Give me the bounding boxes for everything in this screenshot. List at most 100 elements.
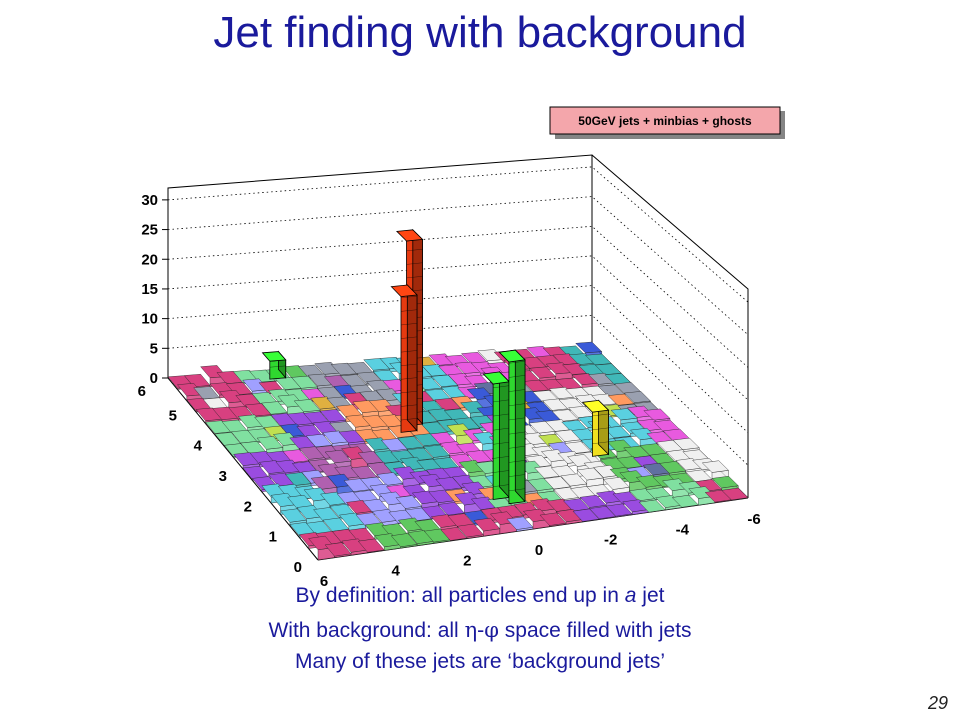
jet-yellow-band [592, 441, 609, 444]
jet-green-2-band [493, 427, 510, 431]
eta-tick-label: 0 [535, 542, 543, 559]
caption-line-2-pre: With background: all [268, 619, 465, 642]
caption-line-1: By definition: all particles end up in a… [0, 584, 960, 608]
jet-red-2-band [400, 336, 417, 339]
jet-red-2 [390, 284, 418, 433]
jet-red-2-band [400, 350, 417, 353]
z-tick-label: 10 [141, 311, 158, 328]
jet-green-2 [482, 370, 511, 500]
legend-box: 50GeV jets + minbias + ghosts [549, 106, 785, 139]
caption-line-1-em: a [624, 584, 637, 607]
jet-red-2-top [390, 284, 418, 298]
jet-yellow [581, 399, 610, 457]
jet-yellow-band [592, 427, 609, 431]
grid-line-z-10 [167, 285, 749, 433]
legend-label: 50GeV jets + minbias + ghosts [578, 114, 752, 128]
jet-green-1-band [508, 474, 526, 477]
phi-tick-label: 6 [138, 383, 146, 400]
jet-yellow-band [592, 413, 609, 417]
jet-red-2-band [400, 363, 417, 366]
back-wall-edge [167, 154, 593, 378]
jet-yellow-top [581, 399, 610, 413]
jet-red-2-band [400, 295, 417, 299]
jet-green-2-band [493, 399, 510, 403]
jet-red-2-band [400, 418, 417, 421]
jet-red-2-band [400, 309, 417, 312]
floor-cell [672, 437, 700, 450]
plot-floor [167, 341, 749, 561]
jet-red-2-band [400, 377, 417, 380]
eta-tick-label: -2 [604, 532, 617, 549]
z-tick-label: 30 [141, 192, 158, 209]
z-tick-label: 25 [141, 222, 158, 239]
jet-red-2-side [406, 284, 418, 432]
z-tick-label: 20 [141, 251, 158, 268]
caption-line-2-symbol: η-φ [464, 618, 499, 642]
jet-green-1-band [508, 403, 526, 407]
page-number: 29 [927, 693, 948, 713]
jet-green-1-band [508, 417, 526, 421]
right-wall-edge [591, 154, 749, 498]
grid-line-z-20 [167, 225, 749, 368]
jet-red-1-top [396, 229, 424, 242]
jet-green-1-band [508, 445, 526, 449]
floor-cell [643, 408, 671, 421]
jet-green-1-band [508, 460, 526, 463]
z-tick-label: 5 [150, 340, 158, 357]
grid-line-z-25 [167, 196, 749, 335]
jet-green-1-side [514, 349, 526, 503]
caption-line-2-post: space filled with jets [498, 619, 692, 642]
eta-tick-label: -4 [676, 521, 690, 538]
eta-tick-label: 4 [391, 563, 400, 580]
jet-green-1-band [508, 389, 526, 392]
jet-green-1-band [508, 360, 526, 364]
phi-tick-label: 0 [294, 559, 302, 576]
z-tick-label: 15 [141, 281, 158, 298]
floor-cell [623, 391, 651, 403]
jet-green-2-side [499, 370, 510, 499]
plot-grid [167, 166, 749, 466]
eta-tick-label: 6 [320, 573, 328, 590]
jet-red-1-band [406, 248, 423, 252]
phi-tick-label: 2 [244, 498, 252, 515]
caption-line-1-post: jet [636, 584, 665, 607]
jet-red-1-band [406, 262, 423, 265]
eta-tick-label: 2 [463, 552, 471, 569]
phi-tick-label: 5 [169, 407, 177, 424]
floor-cell [701, 460, 729, 473]
jet-green-small-band [269, 365, 286, 368]
jet-green-1-band [508, 375, 526, 378]
plot-peaks [261, 228, 610, 505]
jet-green-1-band [508, 488, 526, 492]
caption-line-1-pre: By definition: all particles end up in [295, 584, 625, 607]
jet-green-1-band [508, 431, 526, 435]
floor-cell [711, 475, 739, 489]
phi-tick-label: 3 [219, 468, 227, 485]
jet-green-1 [498, 349, 526, 505]
jet-green-2-band [493, 470, 510, 473]
jet-green-2-band [493, 456, 510, 459]
jet-green-small [261, 350, 287, 380]
jet-green-2-band [493, 441, 510, 445]
caption-line-3: Many of these jets are ‘background jets’ [294, 650, 666, 673]
jet-red-1-band [406, 276, 423, 279]
jet-green-1-top [498, 349, 526, 363]
grid-line-z-30 [167, 166, 749, 303]
jet-red-2-band [400, 323, 417, 326]
phi-tick-label: 4 [194, 438, 203, 455]
eta-tick-label: -6 [747, 511, 760, 528]
jet-green-2-band [493, 413, 510, 417]
caption-line-2: With background: all η-φ space filled wi… [0, 618, 960, 643]
floor-cell [575, 341, 603, 354]
jet-green-2-band [493, 385, 510, 389]
jet-red-2-band [400, 390, 417, 394]
jet-green-2-band [493, 484, 510, 487]
slide-title: Jet finding with background [213, 8, 747, 57]
jet-red-2-band [400, 404, 417, 407]
phi-tick-label: 1 [269, 529, 277, 546]
z-tick-label: 0 [150, 370, 158, 387]
jet-green-small-top [261, 351, 287, 362]
floor-cell [721, 487, 749, 501]
